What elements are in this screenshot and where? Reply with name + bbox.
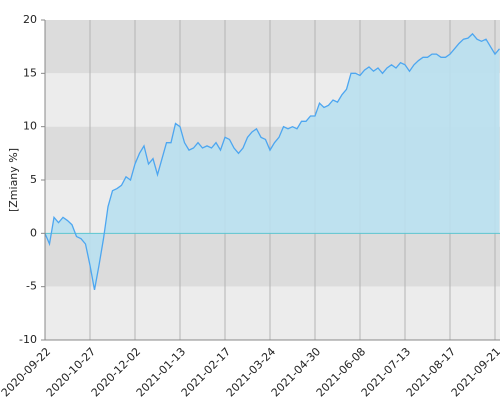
y-tick-label: -5: [26, 280, 37, 293]
y-axis-label: [Zmiany %]: [7, 148, 20, 212]
band: [45, 233, 500, 287]
line: [44, 32, 500, 290]
y-tick-label: 0: [30, 226, 37, 239]
y-tick-label: 5: [30, 173, 37, 186]
band: [45, 286, 500, 340]
y-tick-label: 20: [23, 13, 37, 26]
y-tick-label: -10: [19, 333, 37, 346]
y-tick-label: 10: [23, 120, 37, 133]
area: [45, 33, 500, 290]
y-tick-label: 15: [23, 66, 37, 79]
